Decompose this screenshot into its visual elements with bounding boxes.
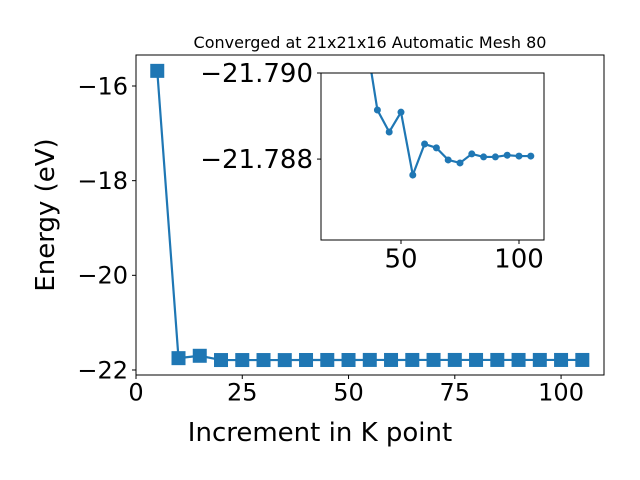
- marker: [214, 353, 229, 368]
- marker: [362, 352, 377, 367]
- marker: [490, 352, 505, 367]
- marker: [192, 348, 207, 363]
- marker: [575, 352, 590, 367]
- marker: [384, 352, 399, 367]
- y-tick-label: −18: [77, 167, 128, 195]
- x-tick-label: 25: [227, 379, 258, 407]
- marker: [405, 352, 420, 367]
- marker: [299, 353, 314, 368]
- plot-clip: [150, 63, 590, 368]
- marker: [421, 140, 429, 148]
- y-axis-label: Energy (eV): [31, 138, 61, 291]
- marker: [456, 159, 464, 167]
- marker: [373, 106, 381, 114]
- x-tick-label: 50: [384, 244, 417, 274]
- marker: [397, 108, 405, 116]
- marker: [515, 152, 523, 160]
- y-tick-label: −21.790: [200, 59, 313, 89]
- marker: [503, 151, 511, 159]
- marker: [256, 353, 271, 368]
- marker: [511, 352, 526, 367]
- marker: [341, 353, 356, 368]
- plot-frame: [320, 72, 545, 241]
- marker: [432, 144, 440, 152]
- marker: [171, 351, 186, 366]
- marker: [532, 352, 547, 367]
- chart-title: Converged at 21x21x16 Automatic Mesh 80: [194, 33, 547, 52]
- marker: [277, 353, 292, 368]
- marker: [235, 353, 250, 368]
- marker: [480, 153, 488, 161]
- marker: [385, 128, 393, 136]
- x-tick-label: 50: [333, 379, 364, 407]
- x-tick-label: 0: [128, 379, 143, 407]
- marker: [150, 63, 165, 78]
- plot-frame: [135, 54, 605, 376]
- y-tick-label: −20: [77, 262, 128, 290]
- marker: [468, 150, 476, 158]
- marker: [426, 352, 441, 367]
- marker: [447, 352, 462, 367]
- marker: [554, 352, 569, 367]
- x-tick-label: 100: [494, 244, 544, 274]
- x-tick-label: 100: [538, 379, 584, 407]
- plot-clip: [370, 73, 535, 180]
- marker: [409, 171, 417, 179]
- marker: [527, 152, 535, 160]
- inset-axes: 50 100 −21.790 −21.788: [200, 59, 545, 274]
- y-tick-label: −16: [77, 72, 128, 100]
- y-tick-label: −21.788: [200, 145, 313, 175]
- x-tick-label: 75: [440, 379, 471, 407]
- marker: [320, 352, 335, 367]
- marker: [491, 153, 499, 161]
- marker: [444, 156, 452, 164]
- y-tick-label: −22: [77, 356, 128, 384]
- marker: [469, 352, 484, 367]
- x-axis-label: Increment in K point: [188, 418, 452, 448]
